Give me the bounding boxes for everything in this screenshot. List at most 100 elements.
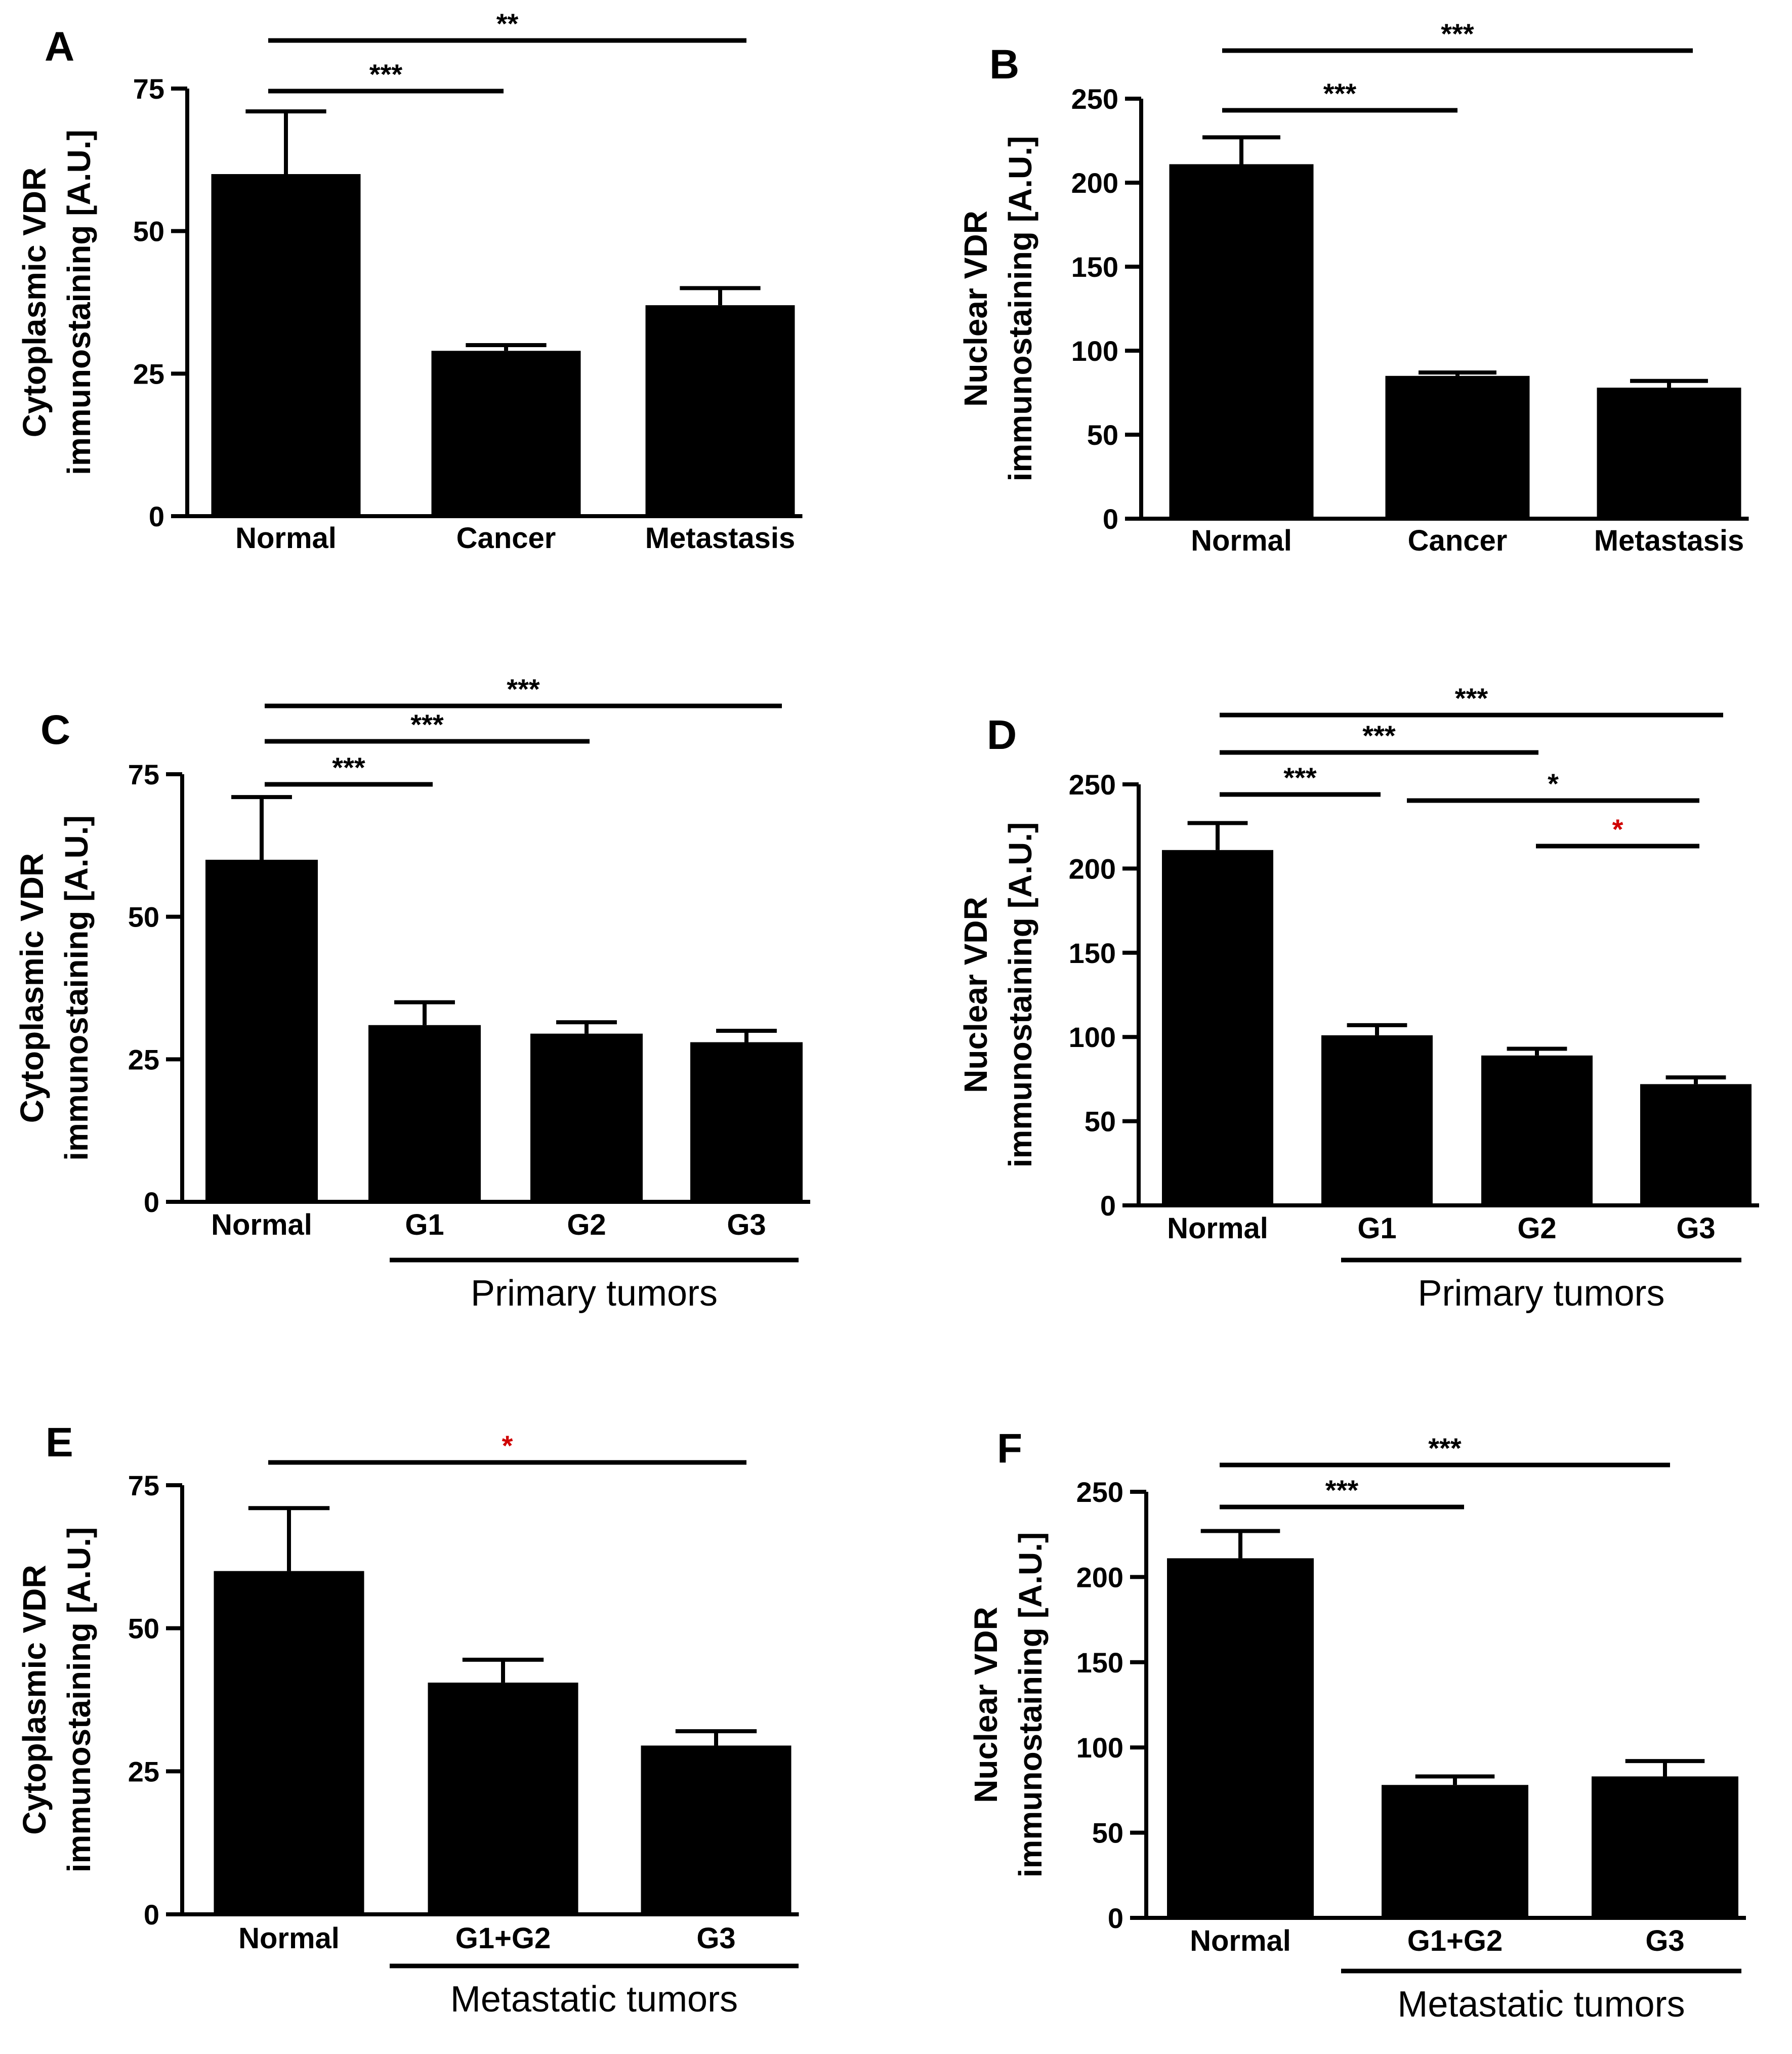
- x-tick-label: Normal: [1191, 524, 1292, 557]
- y-tick-label: 25: [128, 1755, 159, 1787]
- x-tick-label: G1+G2: [1407, 1924, 1503, 1957]
- y-tick-label: 200: [1071, 167, 1118, 199]
- y-tick-label: 0: [149, 500, 164, 532]
- y-tick-label: 50: [128, 1613, 159, 1645]
- panel-letter: B: [989, 41, 1019, 88]
- y-tick-label: 25: [133, 358, 164, 390]
- y-tick-label: 50: [1085, 1106, 1116, 1138]
- x-tick-label: G3: [696, 1922, 735, 1955]
- significance-stars: ***: [1323, 77, 1357, 109]
- y-axis-title: Nuclear VDR immunostaining [A.U.]: [957, 822, 1038, 1168]
- significance-stars: ***: [1428, 1432, 1462, 1464]
- panel-F: F Nuclear VDR immunostaining [A.U.] 0 50 100 1…: [968, 1426, 1746, 2025]
- y-axis-title-line1: Cytoplasmic VDR: [16, 167, 53, 437]
- x-tick-label: Normal: [1167, 1212, 1268, 1245]
- y-tick-label: 75: [128, 759, 159, 790]
- x-tick-label: Normal: [211, 1208, 312, 1241]
- bar-metastasis: [1597, 388, 1741, 519]
- group-label: Primary tumors: [471, 1273, 718, 1314]
- y-tick-label: 0: [144, 1899, 159, 1931]
- y-tick-label: 100: [1071, 335, 1118, 367]
- y-tick-label: 100: [1076, 1732, 1123, 1764]
- significance-stars: *: [1612, 813, 1623, 845]
- y-axis-title: Cytoplasmic VDR immunostaining [A.U.]: [14, 815, 95, 1161]
- significance-stars: ***: [369, 58, 403, 90]
- y-tick-label: 250: [1069, 769, 1116, 801]
- y-tick-label: 75: [128, 1470, 159, 1501]
- panel-letter: D: [987, 712, 1017, 758]
- group-label: Primary tumors: [1418, 1273, 1664, 1314]
- x-tick-label: G1: [405, 1208, 444, 1241]
- y-tick-label: 50: [1092, 1817, 1123, 1849]
- significance-stars: *: [502, 1430, 513, 1461]
- significance-stars: ***: [1455, 682, 1488, 714]
- y-tick-label: 200: [1069, 853, 1116, 885]
- y-tick-label: 0: [144, 1186, 159, 1218]
- panel-C: C Cytoplasmic VDR immunostaining [A.U.] 0 25…: [14, 673, 810, 1314]
- y-tick-label: 50: [1087, 419, 1118, 451]
- bar-g2: [530, 1033, 643, 1202]
- y-tick-label: 0: [1100, 1190, 1116, 1222]
- panel-letter: C: [40, 707, 70, 753]
- y-axis-title-line1: Nuclear VDR: [968, 1607, 1004, 1803]
- bar-normal: [211, 174, 361, 516]
- y-tick-label: 0: [1108, 1902, 1123, 1934]
- y-tick-label: 150: [1071, 251, 1118, 283]
- significance-stars: **: [496, 8, 519, 39]
- x-tick-label: Normal: [235, 522, 337, 555]
- y-tick-label: 200: [1076, 1561, 1123, 1593]
- panel-E: E Cytoplasmic VDR immunostaining [A.U.] 0 25…: [16, 1419, 799, 2020]
- panel-letter: E: [46, 1419, 73, 1465]
- x-tick-label: G3: [727, 1208, 766, 1241]
- bar-g3: [690, 1042, 803, 1202]
- x-tick-label: Cancer: [1408, 524, 1508, 557]
- y-axis-title-line1: Cytoplasmic VDR: [14, 853, 50, 1123]
- group-label: Metastatic tumors: [1397, 1984, 1685, 2025]
- significance-stars: ***: [1325, 1474, 1359, 1506]
- x-tick-label: G3: [1645, 1924, 1684, 1957]
- y-axis-title-line2: immunostaining [A.U.]: [61, 130, 97, 475]
- x-tick-label: G2: [1517, 1212, 1556, 1245]
- bar-cancer: [1385, 375, 1530, 519]
- bar-normal: [205, 860, 318, 1202]
- x-tick-label: Metastasis: [1594, 524, 1744, 557]
- panel-letter: A: [45, 24, 74, 70]
- bar-normal: [1169, 164, 1314, 519]
- y-axis-title-line1: Nuclear VDR: [957, 211, 994, 407]
- panel-D: D Nuclear VDR immunostaining [A.U.] 0 50 100 1…: [957, 682, 1759, 1314]
- y-tick-label: 75: [133, 73, 164, 105]
- y-tick-label: 150: [1076, 1647, 1123, 1679]
- x-tick-label: Metastasis: [645, 522, 796, 555]
- y-tick-label: 25: [128, 1043, 159, 1075]
- x-tick-label: G1+G2: [455, 1922, 551, 1955]
- y-axis-title: Cytoplasmic VDR immunostaining [A.U.]: [16, 1527, 97, 1873]
- y-axis-title-line1: Nuclear VDR: [957, 897, 994, 1093]
- bar-normal: [1162, 850, 1273, 1205]
- bar-g3: [641, 1745, 791, 1914]
- bar-g1: [1321, 1035, 1433, 1205]
- y-axis-title: Cytoplasmic VDR immunostaining [A.U.]: [16, 130, 97, 475]
- panel-letter: F: [997, 1426, 1022, 1472]
- y-axis-title-line2: immunostaining [A.U.]: [1002, 822, 1038, 1168]
- y-tick-label: 50: [133, 216, 164, 247]
- y-axis-title-line2: immunostaining [A.U.]: [1002, 136, 1038, 482]
- significance-stars: ***: [507, 673, 540, 705]
- y-tick-label: 150: [1069, 937, 1116, 969]
- bar-normal: [1167, 1558, 1314, 1918]
- x-tick-label: G1: [1357, 1212, 1396, 1245]
- x-tick-label: G3: [1676, 1212, 1715, 1245]
- y-axis-title-line2: immunostaining [A.U.]: [1012, 1532, 1049, 1878]
- y-axis-title-line2: immunostaining [A.U.]: [58, 815, 95, 1161]
- bar-g1: [368, 1025, 481, 1202]
- panel-A: A Cytoplasmic VDR immunostaining [A.U.] 0 25…: [16, 8, 803, 555]
- y-axis-title-line2: immunostaining [A.U.]: [61, 1527, 97, 1873]
- bar-g3: [1592, 1776, 1738, 1918]
- significance-stars: *: [1548, 768, 1559, 800]
- x-tick-label: Normal: [1190, 1924, 1291, 1957]
- y-tick-label: 250: [1071, 83, 1118, 115]
- y-axis-title-line1: Cytoplasmic VDR: [16, 1565, 53, 1834]
- x-tick-label: G2: [567, 1208, 606, 1241]
- y-tick-label: 0: [1103, 503, 1118, 535]
- bar-cancer: [431, 351, 581, 516]
